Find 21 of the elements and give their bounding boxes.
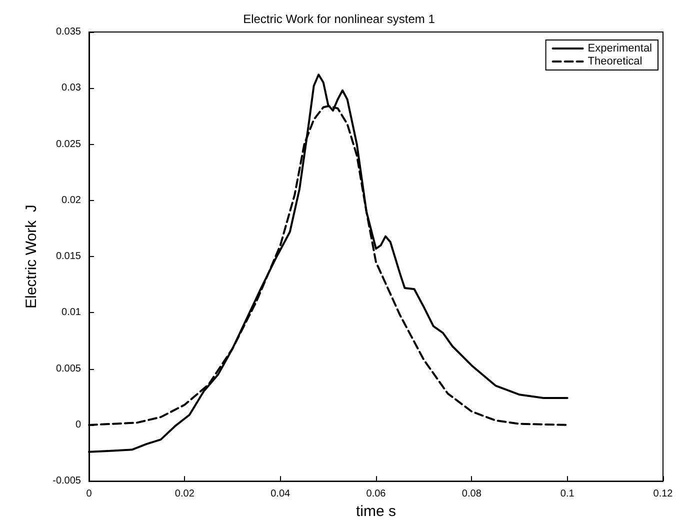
y-tick-label: -0.005 <box>52 476 82 487</box>
x-tick-label: 0.08 <box>462 488 482 500</box>
x-tick-label: 0.12 <box>653 488 674 500</box>
y-tick-label: 0.025 <box>56 138 82 150</box>
x-axis-title: time s <box>356 503 396 520</box>
x-tick-label: 0.02 <box>174 488 195 500</box>
y-tick-label: 0.005 <box>56 363 82 374</box>
legend-label: Theoretical <box>588 56 642 68</box>
x-tick-label: 0.1 <box>560 488 575 500</box>
y-tick-label: 0.01 <box>62 307 82 318</box>
y-tick-label: 0.02 <box>62 194 82 206</box>
y-axis-title: Electric Work J <box>23 204 40 309</box>
chart-title: Electric Work for nonlinear system 1 <box>243 12 436 26</box>
y-tick-label: 0 <box>75 419 82 430</box>
y-tick-label: 0.03 <box>62 82 82 94</box>
x-tick-label: 0 <box>86 488 92 500</box>
legend-label: Experimental <box>588 42 652 54</box>
y-tick-label: 0.035 <box>56 26 82 38</box>
x-tick-label: 0.04 <box>270 488 290 500</box>
y-tick-label: 0.015 <box>56 251 82 262</box>
x-tick-label: 0.06 <box>366 488 386 500</box>
